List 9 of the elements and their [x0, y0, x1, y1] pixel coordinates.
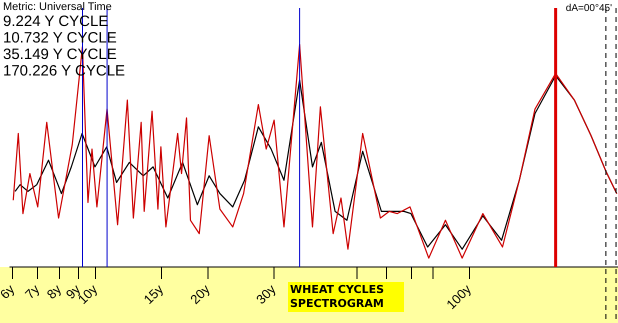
x-tick-label: 8y	[44, 281, 64, 302]
text: dA=00°45'	[566, 3, 612, 14]
x-tick-label: 30y	[253, 281, 279, 307]
x-tick-label: 15y	[140, 281, 166, 307]
x-tick-label: 7y	[22, 281, 43, 302]
x-tick-label: 6y	[0, 281, 18, 302]
x-tick-label: 20y	[187, 281, 214, 307]
text: WHEAT CYCLES SPECTROGRAM	[288, 282, 404, 312]
text: Metric: Universal Time	[3, 1, 112, 13]
